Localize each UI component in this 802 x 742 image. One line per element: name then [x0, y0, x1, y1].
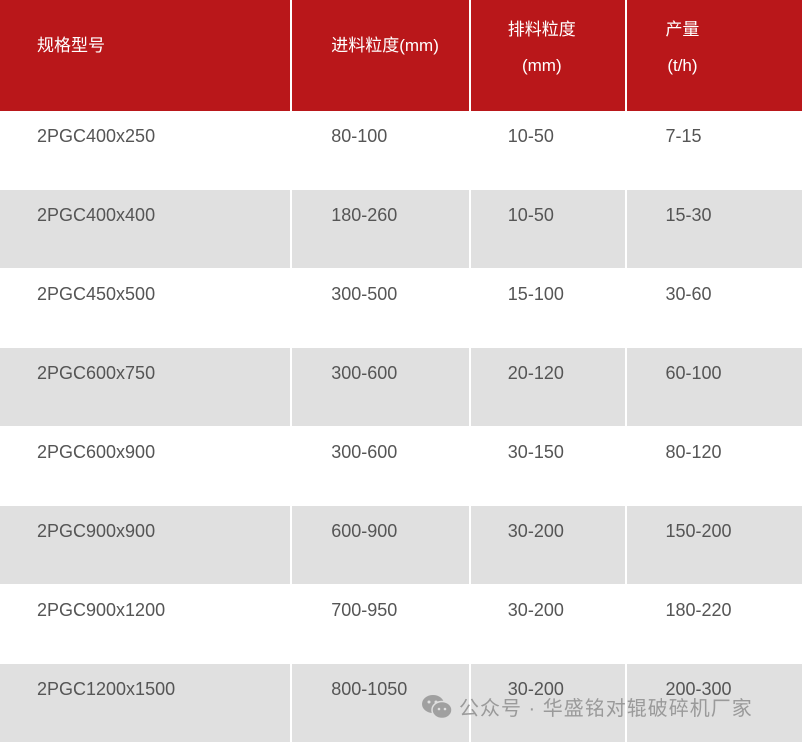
table-row: 2PGC600x900 300-600 30-150 80-120: [0, 427, 802, 505]
table-cell: 200-300: [627, 664, 802, 742]
cell-value: 30-200: [507, 521, 564, 541]
cell-value: 10-50: [507, 126, 554, 146]
cell-value: 20-120: [507, 363, 564, 383]
table-row: 2PGC400x400 180-260 10-50 15-30: [0, 190, 802, 268]
table-cell: 80-100: [292, 111, 469, 189]
header-capacity: 产量 (t/h): [627, 0, 802, 111]
table-row: 2PGC900x900 600-900 30-200 150-200: [0, 506, 802, 584]
table-cell: 30-150: [470, 427, 626, 505]
cell-value: 2PGC900x900: [37, 521, 156, 541]
table-row: 2PGC600x750 300-600 20-120 60-100: [0, 348, 802, 426]
cell-value: 300-600: [331, 442, 398, 462]
table-cell: 300-600: [292, 348, 469, 426]
header-discharge-size: 排料粒度 (mm): [470, 0, 626, 111]
cell-value: 80-120: [665, 442, 722, 462]
cell-value: 180-220: [665, 600, 732, 620]
table-cell: 2PGC400x250: [0, 111, 291, 189]
cell-value: 30-200: [507, 679, 564, 699]
cell-value: 2PGC1200x1500: [37, 679, 176, 699]
cell-value: 2PGC450x500: [37, 284, 156, 304]
table-cell: 180-260: [292, 190, 469, 268]
cell-value: 2PGC600x900: [37, 442, 156, 462]
cell-value: 150-200: [665, 521, 732, 541]
table-row: 2PGC450x500 300-500 15-100 30-60: [0, 269, 802, 347]
cell-value: 600-900: [331, 521, 398, 541]
header-feed-size: 进料粒度(mm): [292, 0, 469, 111]
table-cell: 2PGC900x900: [0, 506, 291, 584]
cell-value: 15-100: [507, 284, 564, 304]
cell-value: 2PGC400x400: [37, 205, 156, 225]
cell-value: 300-500: [331, 284, 398, 304]
cell-value: 800-1050: [331, 679, 408, 699]
table-cell: 150-200: [627, 506, 802, 584]
table-cell: 10-50: [470, 190, 626, 268]
cell-value: 80-100: [331, 126, 388, 146]
table-cell: 15-100: [470, 269, 626, 347]
table-cell: 700-950: [292, 585, 469, 663]
table-cell: 30-200: [470, 664, 626, 742]
table-cell: 30-200: [470, 506, 626, 584]
table-cell: 300-600: [292, 427, 469, 505]
cell-value: 30-150: [507, 442, 564, 462]
cell-value: 30-200: [507, 600, 564, 620]
table-cell: 80-120: [627, 427, 802, 505]
cell-value: 300-600: [331, 363, 398, 383]
cell-value: 2PGC600x750: [37, 363, 156, 383]
cell-value: 2PGC900x1200: [37, 600, 166, 620]
cell-value: 10-50: [507, 205, 554, 225]
table-cell: 10-50: [470, 111, 626, 189]
table-cell: 2PGC600x900: [0, 427, 291, 505]
cell-value: 15-30: [665, 205, 712, 225]
table-row: 2PGC400x250 80-100 10-50 7-15: [0, 111, 802, 189]
table-cell: 300-500: [292, 269, 469, 347]
table-cell: 60-100: [627, 348, 802, 426]
table-cell: 600-900: [292, 506, 469, 584]
table-cell: 2PGC900x1200: [0, 585, 291, 663]
cell-value: 60-100: [665, 363, 722, 383]
table-cell: 20-120: [470, 348, 626, 426]
cell-value: 700-950: [331, 600, 398, 620]
table-cell: 2PGC400x400: [0, 190, 291, 268]
cell-value: 180-260: [331, 205, 398, 225]
table-cell: 2PGC1200x1500: [0, 664, 291, 742]
table-header: 规格型号 进料粒度(mm) 排料粒度 (mm) 产量 (t/h): [0, 0, 802, 111]
table-cell: 30-200: [470, 585, 626, 663]
table-cell: 7-15: [627, 111, 802, 189]
cell-value: 30-60: [665, 284, 712, 304]
cell-value: 2PGC400x250: [37, 126, 156, 146]
table-row: 2PGC1200x1500 800-1050 30-200 200-300: [0, 664, 802, 742]
table-cell: 15-30: [627, 190, 802, 268]
table-cell: 180-220: [627, 585, 802, 663]
cell-value: 200-300: [665, 679, 732, 699]
watermark: 公众号 · 华盛铭对辊破碎机厂家: [421, 692, 753, 721]
table-cell: 2PGC450x500: [0, 269, 291, 347]
wechat-icon: [422, 694, 453, 719]
table-cell: 30-60: [627, 269, 802, 347]
table-row: 2PGC900x1200 700-950 30-200 180-220: [0, 585, 802, 663]
table-cell: 2PGC600x750: [0, 348, 291, 426]
header-model: 规格型号: [0, 0, 291, 111]
cell-value: 7-15: [665, 126, 702, 146]
